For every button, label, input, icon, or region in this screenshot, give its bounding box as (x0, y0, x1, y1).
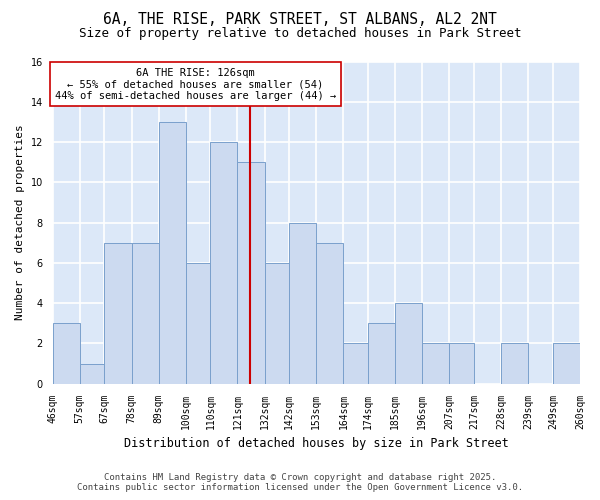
Bar (238, 162, 265, 384)
Text: Contains HM Land Registry data © Crown copyright and database right 2025.
Contai: Contains HM Land Registry data © Crown c… (77, 473, 523, 492)
Bar (131, 242, 158, 384)
Bar (80, 364, 104, 384)
Text: Size of property relative to detached houses in Park Street: Size of property relative to detached ho… (79, 28, 521, 40)
Bar (395, 303, 422, 384)
Bar (343, 344, 368, 384)
X-axis label: Distribution of detached houses by size in Park Street: Distribution of detached houses by size … (124, 437, 509, 450)
Bar (211, 142, 238, 384)
Bar (265, 263, 289, 384)
Bar (501, 344, 528, 384)
Bar (53, 324, 80, 384)
Text: 6A THE RISE: 126sqm
← 55% of detached houses are smaller (54)
44% of semi-detach: 6A THE RISE: 126sqm ← 55% of detached ho… (55, 68, 336, 100)
Bar (104, 242, 131, 384)
Bar (422, 344, 449, 384)
Bar (289, 222, 316, 384)
Text: 6A, THE RISE, PARK STREET, ST ALBANS, AL2 2NT: 6A, THE RISE, PARK STREET, ST ALBANS, AL… (103, 12, 497, 28)
Bar (449, 344, 474, 384)
Bar (158, 122, 186, 384)
Bar (186, 263, 211, 384)
Bar (368, 324, 395, 384)
Bar (553, 344, 580, 384)
Bar (316, 242, 343, 384)
Y-axis label: Number of detached properties: Number of detached properties (15, 124, 25, 320)
